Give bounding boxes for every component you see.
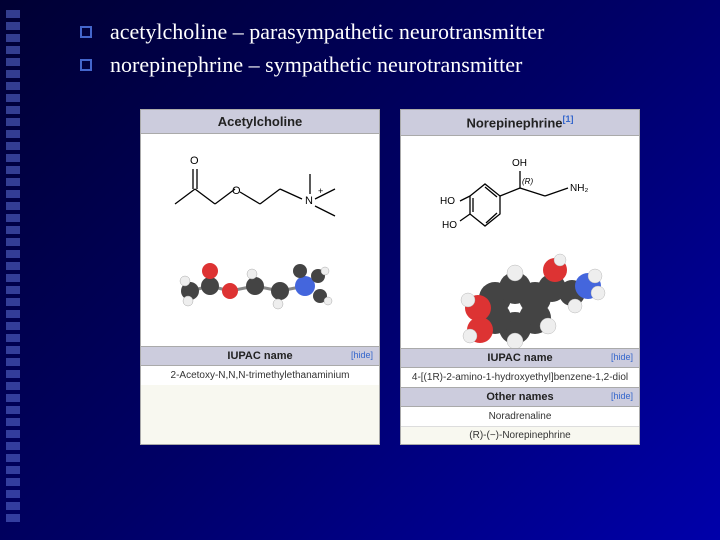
other-names-section-header: Other names [hide] [401, 387, 639, 407]
deco-square [6, 70, 20, 78]
deco-square [6, 442, 20, 450]
deco-square [6, 262, 20, 270]
deco-square [6, 58, 20, 66]
deco-square [6, 382, 20, 390]
bullet-text: acetylcholine – parasympathetic neurotra… [110, 18, 544, 47]
deco-square [6, 298, 20, 306]
iupac-value: 2-Acetoxy-N,N,N-trimethylethanaminium [141, 366, 379, 385]
deco-square [6, 310, 20, 318]
deco-square [6, 250, 20, 258]
structure-2d: HO HO OH (R) NH₂ [420, 146, 620, 226]
deco-square [6, 226, 20, 234]
deco-square [6, 190, 20, 198]
deco-square [6, 214, 20, 222]
card-body: O O N + [141, 134, 379, 346]
svg-text:NH₂: NH₂ [570, 183, 588, 194]
bullet-text: norepinephrine – sympathetic neurotransm… [110, 51, 522, 80]
bullet-list: acetylcholine – parasympathetic neurotra… [80, 18, 680, 79]
deco-square [6, 82, 20, 90]
deco-square [6, 430, 20, 438]
hide-link[interactable]: [hide] [351, 350, 373, 360]
deco-square [6, 466, 20, 474]
deco-square [6, 46, 20, 54]
card-title: Acetylcholine [141, 110, 379, 134]
deco-square [6, 178, 20, 186]
deco-square [6, 22, 20, 30]
svg-text:HO: HO [442, 220, 457, 231]
deco-square [6, 10, 20, 18]
deco-square [6, 418, 20, 426]
structure-2d: O O N + [160, 144, 360, 224]
deco-square [6, 346, 20, 354]
hide-link[interactable]: [hide] [611, 352, 633, 362]
deco-square [6, 406, 20, 414]
iupac-value: 4-[(1R)-2-amino-1-hydroxyethyl]benzene-1… [401, 368, 639, 387]
deco-square [6, 454, 20, 462]
deco-square [6, 166, 20, 174]
svg-text:OH: OH [512, 158, 527, 169]
deco-square [6, 286, 20, 294]
deco-square [6, 334, 20, 342]
deco-square [6, 274, 20, 282]
svg-text:O: O [232, 185, 241, 197]
deco-square [6, 394, 20, 402]
hide-link[interactable]: [hide] [611, 391, 633, 401]
iupac-label: IUPAC name [227, 350, 292, 362]
bullet-item: acetylcholine – parasympathetic neurotra… [80, 18, 680, 47]
structure-3d [160, 236, 360, 336]
deco-square [6, 490, 20, 498]
card-norepinephrine: Norepinephrine[1] [400, 109, 640, 444]
deco-square [6, 142, 20, 150]
deco-square [6, 130, 20, 138]
bullet-square-icon [80, 26, 92, 38]
other-names-value-2: (R)-(−)-Norepinephrine [401, 426, 639, 444]
deco-square [6, 94, 20, 102]
deco-square [6, 34, 20, 42]
reference-link[interactable]: [1] [563, 114, 574, 124]
card-acetylcholine: Acetylcholine [140, 109, 380, 444]
deco-square [6, 358, 20, 366]
other-names-value: Noradrenaline [401, 407, 639, 426]
deco-square [6, 202, 20, 210]
slide-content: acetylcholine – parasympathetic neurotra… [0, 0, 720, 445]
card-title-text: Acetylcholine [218, 114, 303, 129]
svg-text:N: N [305, 195, 313, 207]
bullet-square-icon [80, 59, 92, 71]
deco-square [6, 238, 20, 246]
svg-text:(R): (R) [522, 177, 533, 186]
structure-3d [420, 238, 620, 338]
deco-square [6, 118, 20, 126]
deco-square [6, 514, 20, 522]
deco-square [6, 478, 20, 486]
other-names-label: Other names [486, 391, 553, 403]
card-body: HO HO OH (R) NH₂ [401, 136, 639, 348]
deco-square [6, 322, 20, 330]
card-title-text: Norepinephrine [466, 116, 562, 131]
deco-square [6, 502, 20, 510]
svg-text:O: O [190, 155, 199, 167]
bullet-item: norepinephrine – sympathetic neurotransm… [80, 51, 680, 80]
svg-text:+: + [318, 186, 323, 196]
molecule-cards: Acetylcholine [140, 109, 680, 444]
iupac-section-header: IUPAC name [hide] [141, 346, 379, 366]
iupac-section-header: IUPAC name [hide] [401, 348, 639, 368]
card-title: Norepinephrine[1] [401, 110, 639, 135]
left-decoration-strip [0, 0, 24, 540]
deco-square [6, 154, 20, 162]
deco-square [6, 106, 20, 114]
svg-text:HO: HO [440, 196, 455, 207]
deco-square [6, 370, 20, 378]
iupac-label: IUPAC name [487, 352, 552, 364]
